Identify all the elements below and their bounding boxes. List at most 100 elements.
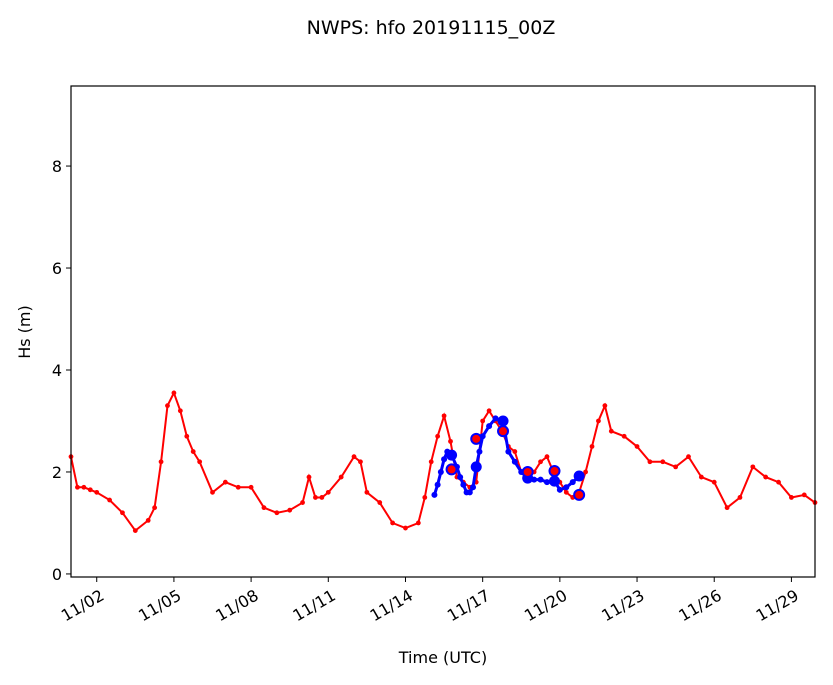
series-0-point	[698, 474, 704, 480]
series-0-point	[171, 390, 177, 396]
series-0-point	[313, 495, 318, 500]
series-0-point	[563, 489, 569, 495]
series-0-point	[325, 489, 331, 495]
series-0-point	[184, 433, 190, 439]
series-0-point	[596, 418, 601, 424]
series-1-point	[569, 479, 576, 486]
series-1-point	[486, 423, 493, 430]
circle-marker	[470, 432, 483, 445]
series-1-point	[511, 458, 518, 465]
series-0-point	[750, 464, 756, 470]
x-tick-label: 11/05	[135, 586, 184, 626]
x-tick-label: 11/02	[58, 586, 107, 626]
series-1-point	[457, 474, 464, 481]
series-0-point	[737, 495, 743, 500]
series-0-point	[177, 408, 183, 414]
series-0-point	[358, 459, 363, 465]
series-0-point	[152, 505, 158, 511]
plot-area	[68, 390, 818, 534]
x-tick-label: 11/23	[598, 586, 647, 626]
large-marker	[470, 461, 482, 473]
series-0-point	[81, 484, 87, 490]
x-tick-label: 11/26	[675, 586, 724, 626]
series-0-point	[801, 492, 807, 498]
series-0-point	[480, 418, 486, 424]
series-0-point	[107, 497, 112, 503]
series-1-point	[492, 415, 499, 422]
y-tick-label: 8	[52, 157, 62, 176]
series-1-point	[563, 484, 570, 491]
large-marker	[497, 415, 509, 427]
series-0-point	[589, 444, 595, 449]
series-0-point	[544, 454, 550, 460]
y-axis-label: Hs (m)	[15, 305, 34, 359]
series-0-point	[538, 459, 543, 465]
series-0-point	[390, 520, 396, 526]
y-tick-label: 4	[52, 361, 62, 380]
series-1-point	[470, 484, 477, 491]
series-0-point	[789, 495, 794, 500]
x-tick-label: 11/11	[289, 586, 338, 626]
series-0-point	[306, 474, 312, 480]
circle-marker	[548, 464, 561, 477]
series-0-point	[602, 403, 608, 409]
series-0-point	[222, 479, 228, 485]
series-0-point	[158, 459, 164, 465]
series-1-point	[431, 491, 438, 498]
series-0-point	[300, 500, 305, 505]
series-0-point	[608, 428, 614, 434]
series-0-point	[319, 495, 325, 500]
series-0-point	[132, 528, 138, 534]
series-1-point	[476, 448, 483, 455]
large-marker	[573, 470, 585, 482]
series-0-point	[351, 454, 357, 460]
series-0-point	[287, 507, 293, 513]
x-tick-label: 11/14	[367, 586, 416, 626]
series-1-point	[537, 476, 544, 483]
series-0-point	[338, 474, 344, 480]
series-0-point	[428, 459, 434, 465]
series-0-point	[87, 487, 93, 493]
series-0-point	[145, 518, 151, 523]
series-0-point	[448, 438, 453, 444]
series-0-point	[210, 489, 215, 495]
series-0-point	[621, 433, 627, 439]
y-axis: 0 2 4 6 8	[52, 157, 71, 584]
series-0-point	[165, 403, 170, 409]
series-1-point	[441, 456, 448, 463]
series-0-point	[512, 449, 518, 454]
series-0-point	[776, 479, 781, 485]
x-tick-label: 11/17	[444, 586, 493, 626]
series-0-point	[248, 484, 254, 490]
series-1-point	[543, 479, 550, 486]
series-0-point	[403, 525, 408, 531]
x-tick-label: 11/29	[753, 586, 802, 626]
series-0-point	[274, 510, 280, 516]
y-tick-label: 2	[52, 463, 62, 482]
large-marker	[548, 475, 560, 487]
series-0-point	[94, 489, 100, 495]
series-0-point	[235, 484, 241, 490]
x-tick-label: 11/20	[521, 586, 570, 626]
x-axis: 11/02 11/05 11/08 11/11 11/14 11/17 11/20 11/23…	[58, 577, 802, 625]
series-0-point	[441, 413, 447, 419]
circle-marker	[497, 425, 510, 438]
series-0-point	[763, 474, 769, 480]
series-0-point	[197, 459, 203, 465]
series-0-point	[724, 505, 730, 511]
series-1-point	[466, 489, 473, 496]
series-1-point	[437, 468, 444, 475]
series-0-point	[711, 479, 717, 485]
series-0-point	[422, 495, 428, 500]
circle-marker	[573, 488, 586, 501]
series-0-point	[583, 469, 588, 475]
series-1-point	[460, 481, 467, 488]
chart-title: NWPS: hfo 20191115_00Z	[307, 17, 556, 39]
y-tick-label: 6	[52, 259, 62, 278]
series-0-point	[686, 454, 691, 460]
series-1-point	[434, 481, 441, 488]
series-1-point	[505, 448, 512, 455]
series-0-point	[364, 489, 370, 495]
series-0-point	[190, 449, 196, 454]
